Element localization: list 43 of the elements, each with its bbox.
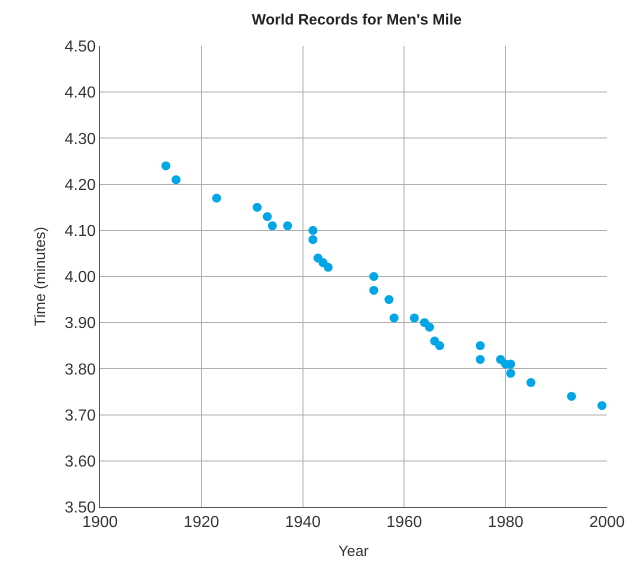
x-tick-label: 1940 [285,514,321,532]
point [172,175,181,184]
y-tick-label: 4.10 [64,223,96,240]
point [506,368,516,378]
point [369,286,378,295]
x-tick-label: 1920 [184,514,220,532]
y-tick-label: 4.50 [64,38,96,56]
y-axis-title: Time (minutes) [32,226,49,326]
x-tick-label: 2000 [589,514,625,532]
y-tick-label: 3.80 [64,361,96,378]
x-tick-label: 1900 [82,514,118,532]
point [410,313,419,322]
point [567,392,576,401]
y-tick-label: 4.20 [64,176,96,194]
point [390,313,399,322]
y-tick-label: 3.60 [64,454,96,470]
point [597,401,606,410]
y-tick-label: 4.40 [64,84,96,102]
point [283,221,292,230]
point [384,295,394,304]
point [212,194,222,203]
x-tick-label: 1960 [386,514,422,532]
point [425,322,434,332]
y-tick-label: 3.50 [64,500,96,517]
point [435,341,444,350]
point [308,235,318,244]
point [161,161,170,170]
point [308,226,318,235]
point [262,212,272,222]
point [526,378,536,388]
point [252,202,262,212]
point [268,221,277,230]
chart-title: World Records for Men's Mile [252,12,462,29]
y-tick-label: 4.30 [64,130,96,148]
y-tick-label: 4.00 [64,269,96,286]
point [369,272,378,281]
point [476,354,485,364]
point [324,262,333,272]
y-tick-label: 3.70 [64,407,96,424]
x-tick-label: 1980 [488,514,524,532]
point [476,341,485,350]
y-tick-label: 3.90 [64,315,96,332]
x-axis-title: Year [338,543,369,560]
